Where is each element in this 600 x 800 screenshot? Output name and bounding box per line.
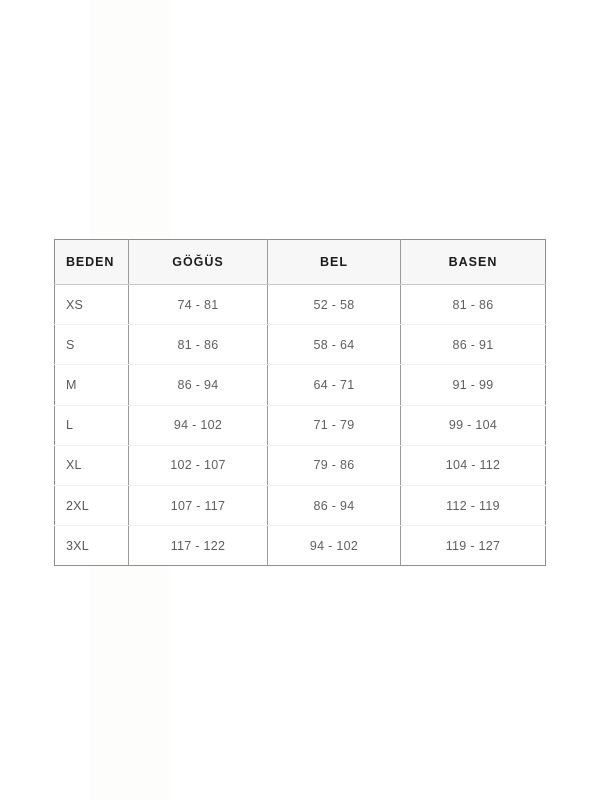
table-row: S 81 - 86 58 - 64 86 - 91 — [54, 324, 546, 366]
column-header-bel: BEL — [267, 239, 401, 285]
table-row: M 86 - 94 64 - 71 91 - 99 — [54, 364, 546, 406]
table-header: BEDEN GÖĞÜS BEL BASEN — [54, 239, 546, 285]
cell-basen: 104 - 112 — [400, 445, 546, 486]
cell-basen: 119 - 127 — [445, 538, 501, 553]
size-chart-table: BEDEN GÖĞÜS BEL BASEN XS 74 - 81 52 - 58… — [54, 239, 546, 567]
cell-bel: 64 - 71 — [267, 364, 401, 406]
column-header-gogus: GÖĞÜS — [128, 239, 268, 285]
cell-basen: 81 - 86 — [400, 284, 546, 326]
cell-gogus: 102 - 107 — [128, 445, 268, 486]
cell-gogus: 117 - 122 — [128, 525, 268, 566]
cell-basen: 112 - 119 — [400, 485, 546, 527]
cell-gogus: 94 - 102 — [128, 405, 268, 446]
cell-gogus: 86 - 94 — [128, 364, 268, 406]
header-row: BEDEN GÖĞÜS BEL BASEN — [54, 239, 546, 285]
cell-bel: 52 - 58 — [267, 284, 401, 326]
cell-size: XL — [54, 445, 129, 486]
cell-gogus: 81 - 86 — [128, 324, 268, 366]
table-row: 2XL 107 - 117 86 - 94 112 - 119 — [54, 485, 546, 527]
cell-size: 2XL — [54, 485, 129, 527]
cell-size: XS — [54, 284, 129, 326]
table-row: XL 102 - 107 79 - 86 104 - 112 — [54, 445, 546, 486]
cell-size: M — [54, 364, 129, 406]
cell-gogus: 107 - 117 — [128, 485, 268, 527]
cell-bel: 58 - 64 — [267, 324, 401, 366]
cell-size: 3XL — [54, 525, 129, 566]
cell-basen: 91 - 99 — [400, 364, 546, 406]
table-body: XS 74 - 81 52 - 58 81 - 86 S 81 - 86 58 … — [54, 284, 546, 566]
column-header-beden: BEDEN — [54, 239, 129, 285]
size-chart-container: BEDEN GÖĞÜS BEL BASEN XS 74 - 81 52 - 58… — [54, 239, 546, 567]
cell-gogus: 74 - 81 — [128, 284, 268, 326]
table-row: L 94 - 102 71 - 79 99 - 104 — [54, 405, 546, 446]
column-header-basen: BASEN — [400, 239, 546, 285]
cell-basen: 99 - 104 — [400, 405, 546, 446]
cell-size: L — [54, 405, 129, 446]
cell-size: S — [54, 324, 129, 366]
cell-bel: 71 - 79 — [267, 405, 401, 446]
cell-bel: 94 - 102 — [267, 525, 401, 566]
table-row: XS 74 - 81 52 - 58 81 - 86 — [54, 284, 546, 326]
cell-bel: 86 - 94 — [267, 485, 401, 527]
cell-bel: 79 - 86 — [267, 445, 401, 486]
table-row: 3XL 117 - 122 94 - 102 119 - 127 — [54, 525, 546, 566]
cell-basen: 86 - 91 — [400, 324, 546, 366]
